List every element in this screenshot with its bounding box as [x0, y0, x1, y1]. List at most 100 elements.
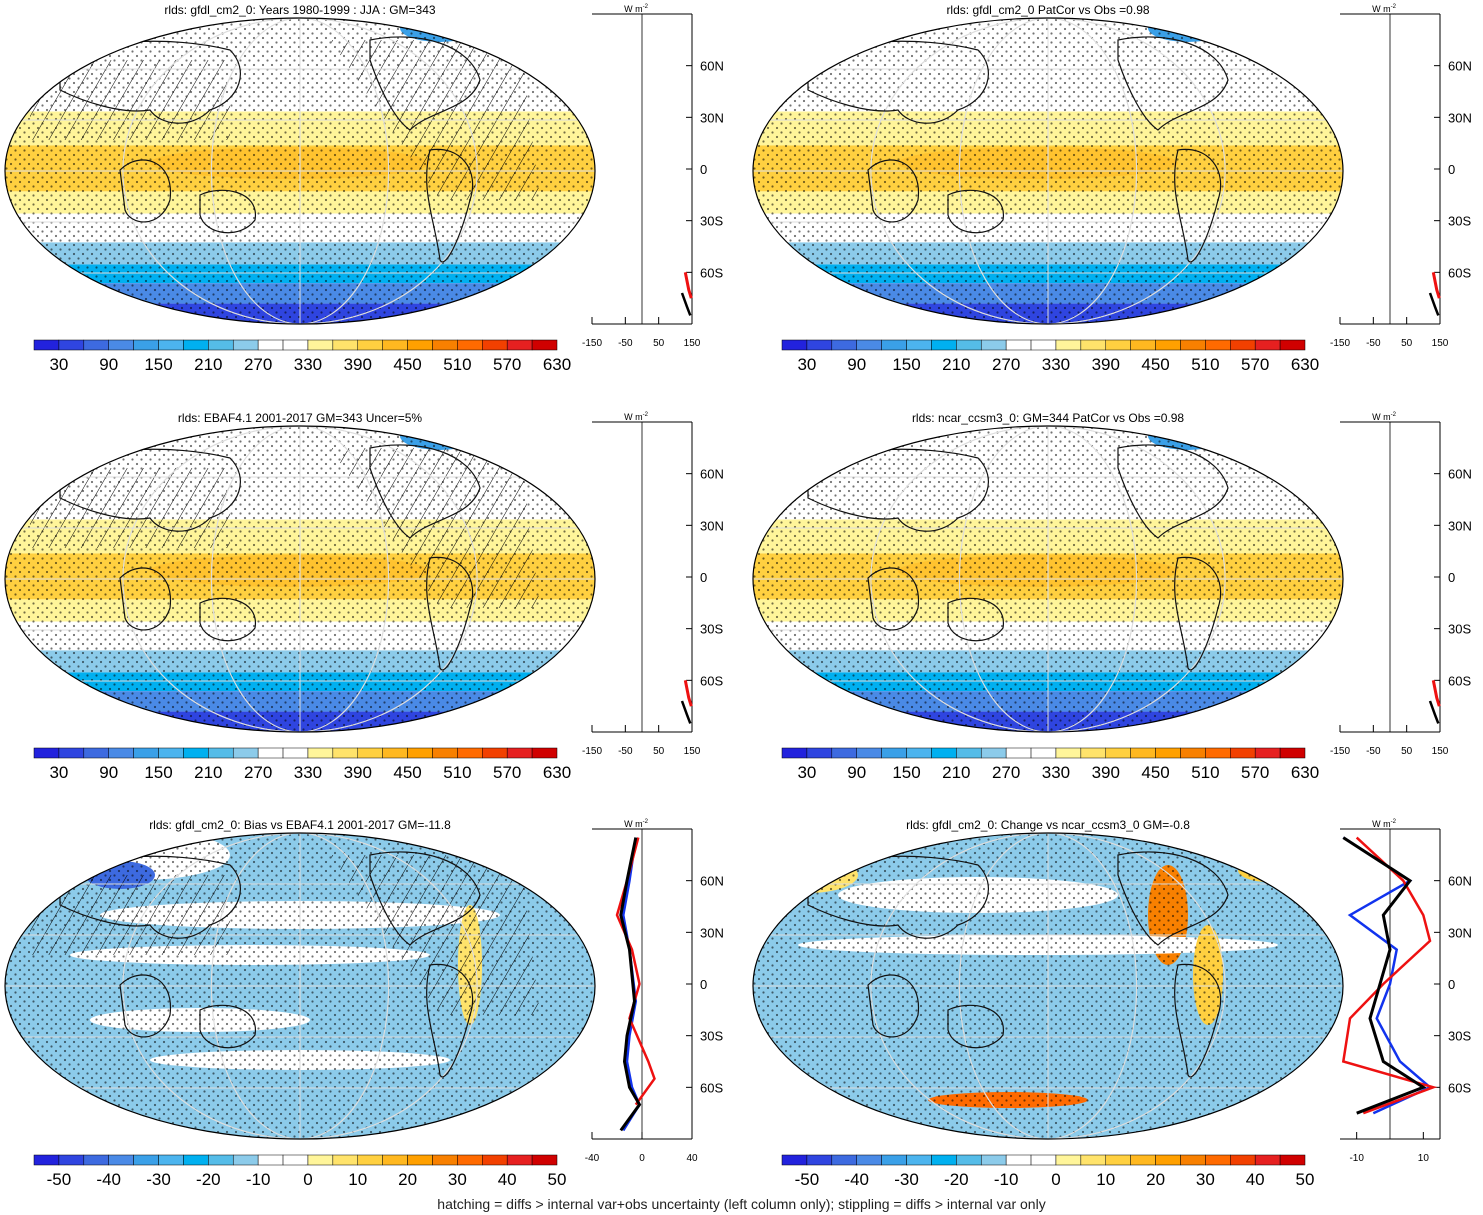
profile-lat-label: 30N [1448, 518, 1472, 533]
map-outline [4, 17, 596, 325]
colorbar-label: 630 [543, 763, 571, 782]
map-area [5, 833, 595, 1139]
colorbar-swatch [980, 339, 1007, 351]
colorbar-swatch [407, 339, 433, 351]
colorbar-swatch [980, 747, 1007, 759]
colorbar-swatch [282, 747, 309, 759]
profile-unit: W m-2 [624, 412, 648, 422]
profile-model-line [1342, 836, 1427, 1115]
profile-alt-line [1342, 836, 1433, 1115]
colorbar-swatch [158, 1154, 184, 1166]
colorbar-swatch [1155, 747, 1181, 759]
colorbar-swatch [1080, 339, 1107, 351]
colorbar-swatch [407, 747, 433, 759]
colorbar-swatch [806, 339, 833, 351]
profile-tick-label: 150 [1432, 338, 1449, 349]
profile-lat-label: 30S [700, 214, 723, 229]
colorbar-swatch [208, 1154, 234, 1166]
profile-lat-label: 30N [1448, 925, 1472, 940]
colorbar-label: 210 [942, 355, 970, 374]
panel-title: rlds: gfdl_cm2_0: Years 1980-1999 : JJA … [164, 3, 435, 17]
colorbar-swatch [457, 1154, 483, 1166]
colorbar-swatch [931, 747, 957, 759]
colorbar-label: 30 [1196, 1170, 1215, 1189]
colorbar-swatch [956, 1154, 982, 1166]
colorbar-swatch [1155, 339, 1181, 351]
colorbar-label: 570 [493, 355, 521, 374]
profile-lat-label: 30S [700, 622, 723, 637]
colorbar-label: 510 [1191, 763, 1219, 782]
coastline [59, 851, 481, 1078]
colorbar-swatch [1254, 1154, 1281, 1166]
profile-model-line [1428, 700, 1440, 724]
colorbar-label: -50 [795, 1170, 820, 1189]
colorbar-label: 90 [847, 763, 866, 782]
profile-lat-label: 60S [1448, 673, 1471, 688]
colorbar-swatch [856, 339, 882, 351]
profile-lat-label: 0 [700, 977, 707, 992]
colorbar-swatch [108, 1154, 134, 1166]
profile-lat-label: 60S [1448, 1080, 1471, 1095]
profile-obs-line [683, 272, 693, 299]
profile-unit: W m-2 [1372, 4, 1396, 14]
coastline [807, 36, 1229, 263]
profile-unit: W m-2 [624, 819, 648, 829]
colorbar-swatch [956, 339, 982, 351]
colorbar-swatch [332, 747, 359, 759]
colorbar-swatch [58, 747, 85, 759]
colorbar-label: 570 [1241, 355, 1269, 374]
colorbar-swatch [432, 747, 458, 759]
colorbar-swatch [1030, 339, 1057, 351]
graticule-line [122, 833, 478, 1139]
colorbar-swatch [831, 747, 857, 759]
colorbar-swatch [781, 339, 808, 351]
colorbar-swatch [831, 339, 857, 351]
colorbar-swatch [482, 1154, 508, 1166]
colorbar-swatch [208, 339, 234, 351]
profile-lat-label: 60S [700, 265, 723, 280]
graticule-line [210, 18, 390, 324]
panel-title: rlds: EBAF4.1 2001-2017 GM=343 Uncer=5% [178, 411, 422, 425]
colorbar-swatch [506, 339, 533, 351]
colorbar-swatch [183, 1154, 209, 1166]
profile-lat-label: 30N [700, 925, 724, 940]
colorbar-label: 630 [1291, 355, 1319, 374]
colorbar-swatch [257, 1154, 284, 1166]
profile-tick-label: 50 [653, 338, 665, 349]
profile-tick-label: 50 [653, 746, 665, 757]
colorbar-label: 330 [294, 763, 322, 782]
profile-lat-label: 60S [700, 673, 723, 688]
colorbar-label: 270 [244, 763, 272, 782]
profile-model-line [1428, 292, 1440, 316]
colorbar-swatch [158, 747, 184, 759]
colorbar-swatch [83, 339, 109, 351]
colorbar-label: 450 [1141, 355, 1169, 374]
colorbar-label: 10 [348, 1170, 367, 1189]
profile-lat-label: 60N [700, 59, 724, 74]
colorbar-swatch [382, 1154, 408, 1166]
graticule-line [210, 833, 390, 1139]
colorbar-label: 510 [443, 355, 471, 374]
profile-tick-label: -50 [1366, 338, 1381, 349]
profile-tick-label: 150 [684, 338, 701, 349]
colorbar-label: 390 [344, 355, 372, 374]
colorbar-swatch [282, 1154, 309, 1166]
profile-lat-label: 60S [1448, 265, 1471, 280]
colorbar-label: 450 [1141, 763, 1169, 782]
colorbar-swatch [531, 1154, 558, 1166]
colorbar-label: 390 [1092, 355, 1120, 374]
profile-lat-label: 30S [1448, 214, 1471, 229]
panel-title: rlds: gfdl_cm2_0: Bias vs EBAF4.1 2001-2… [149, 818, 451, 832]
colorbar-swatch [307, 339, 334, 351]
colorbar-label: 90 [99, 355, 118, 374]
colorbar-swatch [881, 339, 907, 351]
panel-6: rlds: gfdl_cm2_0: Change vs ncar_ccsm3_0… [752, 818, 1472, 1189]
profile-obs-line [683, 680, 693, 707]
colorbar-swatch [1254, 747, 1281, 759]
map-area [753, 426, 1343, 732]
colorbar-swatch [806, 747, 833, 759]
colorbar-label: 50 [1296, 1170, 1315, 1189]
colorbar-swatch [1005, 339, 1032, 351]
profile-tick-label: -40 [585, 1153, 600, 1164]
